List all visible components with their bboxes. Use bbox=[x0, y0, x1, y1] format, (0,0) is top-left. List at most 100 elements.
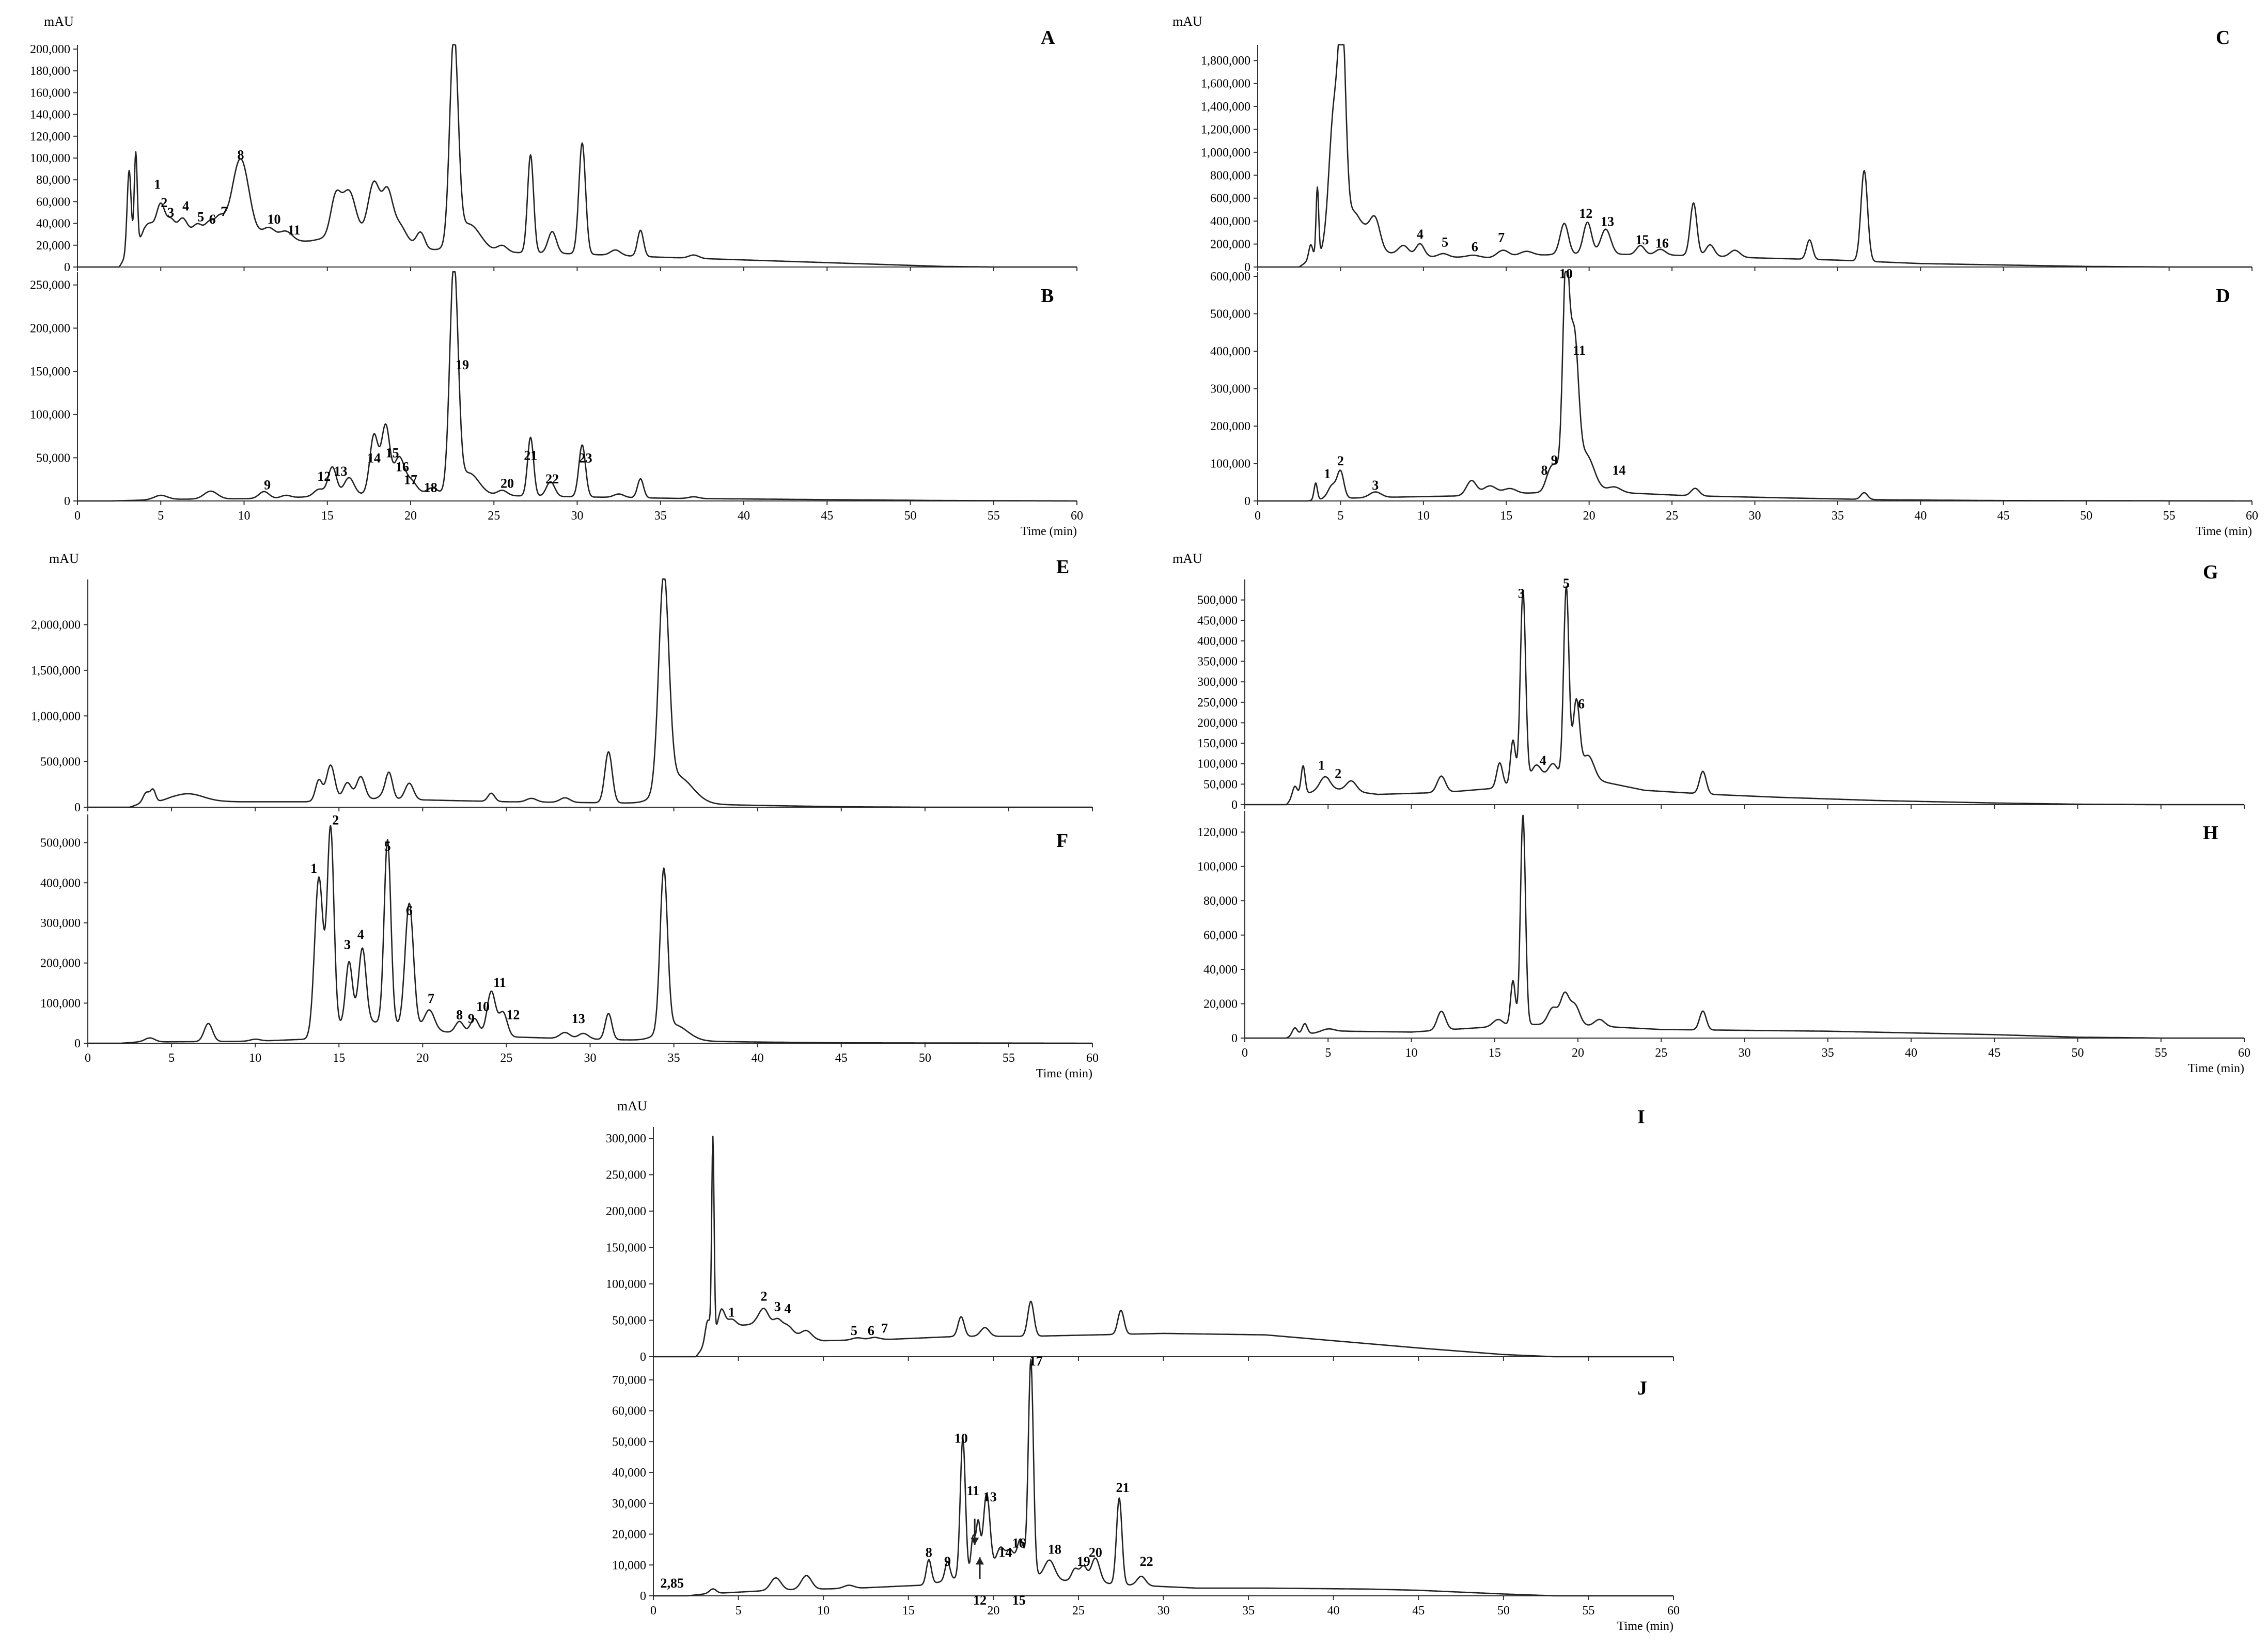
y-tick-label: 0 bbox=[64, 261, 70, 274]
x-tick-label: 55 bbox=[2163, 509, 2176, 523]
peak-label: 8 bbox=[1541, 463, 1548, 478]
panel-letter: G bbox=[2203, 561, 2218, 583]
peak-label: 21 bbox=[1116, 1480, 1130, 1495]
chart-panel-j: 0 10,000 20,000 30,000 40,000 50,000 60,000 70,… bbox=[612, 1354, 1680, 1633]
panel-letter: B bbox=[1041, 285, 1054, 307]
peak-label: 9 bbox=[468, 1011, 475, 1026]
peak-label: 3 bbox=[1372, 478, 1379, 493]
peak-label: 6 bbox=[1578, 697, 1585, 712]
x-tick-label: 55 bbox=[1003, 1051, 1015, 1065]
x-tick-label: 50 bbox=[904, 509, 917, 523]
peak-label: 14 bbox=[367, 451, 381, 466]
peak-label: 10 bbox=[476, 999, 490, 1014]
y-tick-label: 0 bbox=[1244, 495, 1250, 508]
peak-label: 1 bbox=[1324, 466, 1331, 481]
peak-label: 2 bbox=[332, 813, 339, 828]
peak-label: 2 bbox=[161, 195, 167, 210]
peak-label: 10 bbox=[955, 1431, 968, 1446]
y-tick-label: 100,000 bbox=[1197, 860, 1238, 874]
y-unit-label: mAU bbox=[1172, 14, 1202, 29]
peak-label: 6 bbox=[1472, 239, 1478, 254]
panel-letter: F bbox=[1056, 830, 1068, 852]
y-tick-label: 0 bbox=[1231, 1032, 1238, 1045]
chromatogram-trace bbox=[77, 44, 1077, 268]
y-tick-label: 30,000 bbox=[612, 1497, 646, 1511]
panel-letter: C bbox=[2216, 27, 2230, 49]
peak-label: 9 bbox=[944, 1554, 951, 1569]
x-tick-label: 50 bbox=[1497, 1604, 1510, 1618]
peak-label: 7 bbox=[1498, 230, 1505, 245]
chart-panel-a: 0 20,000 40,000 60,000 80,000 100,000 120,000 1… bbox=[30, 14, 1077, 274]
peak-label: 13 bbox=[1601, 214, 1614, 229]
y-tick-label: 10,000 bbox=[612, 1559, 646, 1572]
x-tick-label: 0 bbox=[1242, 1046, 1248, 1060]
x-tick-label: 45 bbox=[1412, 1604, 1425, 1618]
y-tick-label: 100,000 bbox=[1210, 458, 1250, 471]
x-tick-label: 15 bbox=[1489, 1046, 1501, 1060]
y-tick-label: 100,000 bbox=[30, 409, 70, 422]
y-tick-label: 0 bbox=[64, 495, 70, 508]
x-tick-label: 5 bbox=[158, 509, 164, 523]
x-tick-label: 40 bbox=[1327, 1604, 1340, 1618]
y-tick-label: 400,000 bbox=[1210, 345, 1250, 358]
x-tick-label: 35 bbox=[1242, 1604, 1255, 1618]
peak-label: 15 bbox=[386, 446, 399, 461]
x-tick-label: 20 bbox=[1583, 509, 1596, 523]
y-tick-label: 200,000 bbox=[606, 1205, 646, 1218]
x-tick-label: 5 bbox=[736, 1604, 742, 1618]
x-tick-label: 60 bbox=[2246, 509, 2258, 523]
y-tick-label: 80,000 bbox=[36, 174, 70, 187]
peak-label: 5 bbox=[851, 1323, 857, 1338]
y-tick-label: 250,000 bbox=[606, 1169, 646, 1182]
y-tick-label: 120,000 bbox=[30, 130, 70, 144]
chromatogram-trace bbox=[1257, 44, 2253, 268]
chart-panel-f: 0 100,000 200,000 300,000 400,000 500,000 0 5 10… bbox=[40, 813, 1099, 1080]
peak-label: 8 bbox=[926, 1545, 932, 1560]
y-tick-label: 200,000 bbox=[1210, 420, 1250, 433]
y-unit-label: mAU bbox=[617, 1098, 647, 1113]
y-tick-label: 1,200,000 bbox=[1201, 123, 1250, 136]
peak-label: 18 bbox=[1048, 1542, 1061, 1557]
y-tick-label: 600,000 bbox=[1210, 192, 1250, 206]
y-tick-label: 200,000 bbox=[30, 43, 70, 56]
peak-label: 18 bbox=[424, 480, 437, 495]
peak-label: 21 bbox=[524, 448, 537, 463]
y-tick-label: 2,000,000 bbox=[31, 619, 81, 632]
peak-label: 2,85 bbox=[660, 1576, 684, 1591]
y-tick-label: 150,000 bbox=[606, 1242, 646, 1255]
peak-label: 4 bbox=[357, 927, 364, 942]
x-tick-label: 45 bbox=[1988, 1046, 2000, 1060]
peak-label: 13 bbox=[572, 1011, 585, 1026]
peak-label: 4 bbox=[1417, 227, 1424, 242]
x-tick-label: 30 bbox=[1158, 1604, 1170, 1618]
x-tick-label: 40 bbox=[1905, 1046, 1917, 1060]
y-tick-label: 50,000 bbox=[1203, 778, 1238, 791]
panel-letter: J bbox=[1637, 1377, 1647, 1399]
x-tick-label: 20 bbox=[404, 509, 417, 523]
x-tick-label: 25 bbox=[488, 509, 500, 523]
y-tick-label: 400,000 bbox=[1197, 635, 1238, 648]
x-tick-label: 0 bbox=[650, 1604, 656, 1618]
x-tick-label: 5 bbox=[1325, 1046, 1331, 1060]
y-tick-label: 40,000 bbox=[36, 217, 70, 231]
peak-label: 2 bbox=[1337, 453, 1344, 468]
x-tick-label: 60 bbox=[1667, 1604, 1680, 1618]
peak-label: 6 bbox=[209, 212, 216, 227]
x-tick-label: 10 bbox=[249, 1051, 261, 1065]
y-tick-label: 0 bbox=[74, 1037, 81, 1050]
peak-label: 10 bbox=[268, 212, 281, 227]
peak-label: 5 bbox=[384, 839, 391, 854]
x-tick-label: 40 bbox=[738, 509, 750, 523]
peak-label: 8 bbox=[456, 1007, 463, 1022]
chart-panel-b: 0 50,000 100,000 150,000 200,000 250,000 0 5 10 1… bbox=[30, 271, 1083, 538]
y-tick-label: 1,500,000 bbox=[31, 664, 81, 678]
chromatogram-trace bbox=[653, 1136, 1674, 1358]
x-tick-label: 45 bbox=[821, 509, 833, 523]
y-tick-label: 100,000 bbox=[30, 152, 70, 165]
peak-label: 3 bbox=[167, 205, 174, 220]
chromatogram-trace bbox=[1257, 271, 2253, 502]
y-tick-label: 20,000 bbox=[612, 1528, 646, 1542]
y-tick-label: 60,000 bbox=[612, 1405, 646, 1418]
x-tick-label: 30 bbox=[1739, 1046, 1751, 1060]
peak-label: 5 bbox=[197, 210, 204, 225]
